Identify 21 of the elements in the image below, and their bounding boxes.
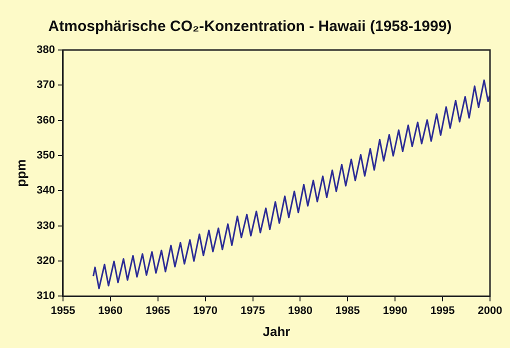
y-tick-label: 310 (36, 290, 55, 302)
x-tick-label: 2000 (478, 304, 502, 317)
x-tick-label: 1975 (240, 304, 265, 317)
chart-title: Atmosphärische CO₂-Konzentration - Hawaii (1958-1999) (48, 18, 452, 36)
y-tick-label: 320 (36, 255, 55, 268)
x-tick-label: 1995 (430, 304, 455, 317)
x-tick-label: 1990 (382, 304, 408, 317)
x-tick-label: 1960 (98, 304, 123, 317)
y-axis-title: ppm (13, 159, 28, 187)
y-tick-label: 360 (36, 114, 55, 126)
y-tick-label: 370 (36, 79, 55, 92)
y-tick-label: 380 (36, 44, 55, 56)
x-axis-title: Jahr (262, 324, 290, 339)
x-tick-label: 1970 (193, 304, 218, 317)
x-tick-label: 1965 (146, 304, 170, 317)
y-tick-label: 340 (36, 184, 55, 197)
y-tick-label: 350 (36, 150, 55, 162)
x-tick-label: 1980 (288, 304, 312, 317)
x-tick-label: 1985 (335, 304, 360, 317)
y-tick-label: 330 (36, 220, 55, 232)
x-tick-label: 1955 (50, 304, 76, 317)
